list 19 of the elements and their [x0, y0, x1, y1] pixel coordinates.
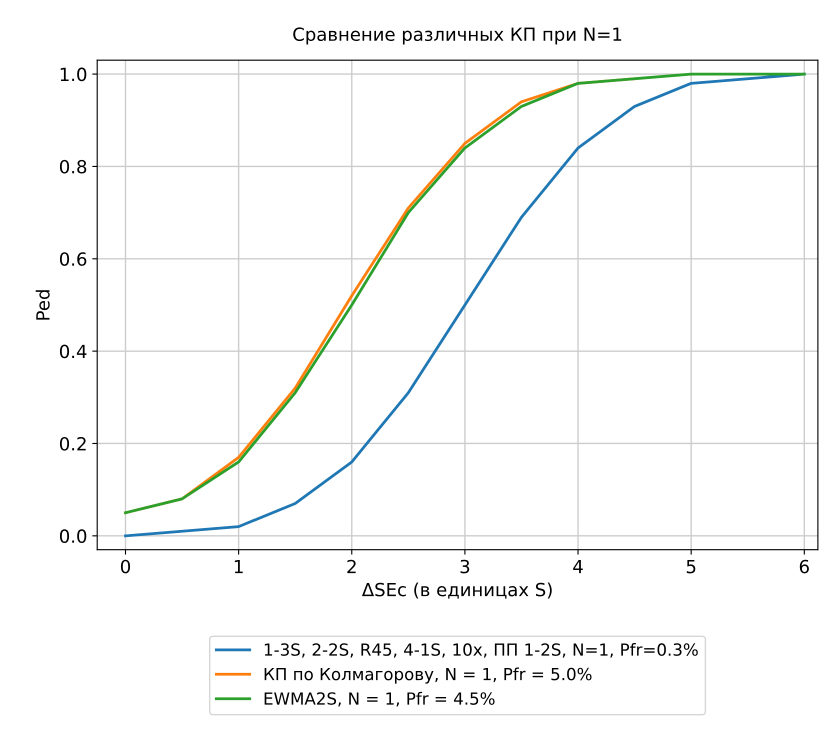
x-tick-label: 5: [686, 560, 696, 574]
legend-label: 1-3S, 2-2S, R45, 4-1S, 10x, ПП 1-2S, N=1, Pfr=0.3%: [264, 643, 698, 658]
x-tick-label: 0: [120, 560, 130, 574]
legend-label: EWMA2S, N = 1, Pfr = 4.5%: [264, 692, 495, 707]
y-tick-label: 0.8: [60, 160, 86, 174]
x-axis-title: ΔSEc (в единицах S): [362, 582, 552, 599]
y-tick-label: 0.4: [60, 344, 86, 358]
x-tick-label: 1: [234, 560, 243, 574]
x-tick-label: 6: [800, 560, 809, 574]
y-tick-label: 0.6: [60, 252, 86, 266]
x-tick-label: 2: [347, 560, 356, 574]
chart-title: Сравнение различных КП при N=1: [293, 27, 622, 45]
y-tick-label: 0.0: [60, 529, 86, 543]
y-tick-label: 1.0: [60, 68, 86, 82]
y-tick-label: 0.2: [60, 436, 86, 451]
x-tick-label: 3: [460, 560, 470, 574]
legend-label: КП по Колмагорову, N = 1, Pfr = 5.0%: [264, 667, 592, 684]
y-axis-title: Ped: [36, 290, 50, 320]
x-tick-label: 4: [573, 560, 583, 574]
